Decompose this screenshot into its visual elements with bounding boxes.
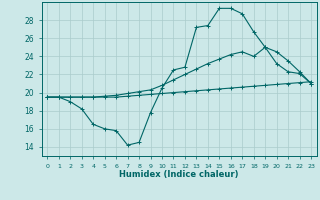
- X-axis label: Humidex (Indice chaleur): Humidex (Indice chaleur): [119, 170, 239, 179]
